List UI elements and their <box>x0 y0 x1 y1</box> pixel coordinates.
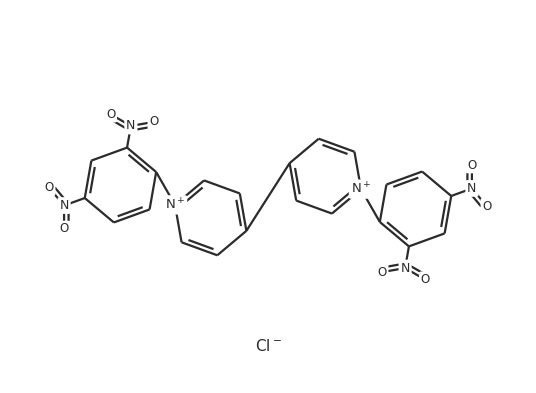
Text: N: N <box>400 262 410 275</box>
Text: O: O <box>150 116 159 129</box>
Text: N: N <box>467 182 477 195</box>
Text: O: O <box>106 108 115 121</box>
Text: O: O <box>482 200 492 213</box>
Text: O: O <box>377 266 386 279</box>
Text: O: O <box>44 181 54 194</box>
Text: N$^+$: N$^+$ <box>351 182 371 197</box>
Text: O: O <box>421 273 430 286</box>
Text: O: O <box>467 158 477 171</box>
Text: N$^+$: N$^+$ <box>165 197 185 213</box>
Text: N: N <box>59 199 69 212</box>
Text: N: N <box>126 119 136 132</box>
Text: O: O <box>59 222 69 235</box>
Text: Cl$^-$: Cl$^-$ <box>255 338 281 354</box>
